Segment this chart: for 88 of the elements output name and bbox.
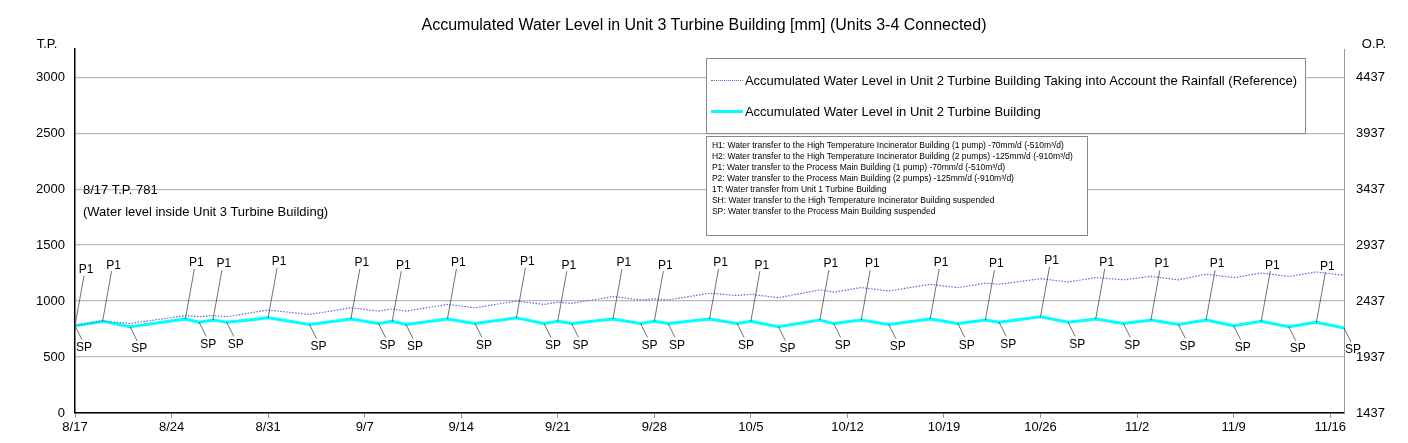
- annotation: 1T: Water transfer from Unit 1 Turbine Building: [711, 184, 888, 195]
- annotation: P2: Water transfer to the Process Main Building (2 pumps) -125mm/d (-910m³/d): [711, 173, 1015, 184]
- x-tick-label: 8/17: [62, 419, 88, 435]
- annotation: SP: [958, 337, 975, 352]
- annotation: 8/17 T.P. 781 (Water level inside Unit 3 Turbine Building): [83, 181, 329, 219]
- annotation: SP: Water transfer to the Process Main Building suspended: [711, 206, 937, 217]
- annotation: SP: [1124, 337, 1141, 352]
- y-axis-title: T.P.: [36, 36, 58, 52]
- annotation: SP: [75, 340, 93, 354]
- legend-label: Accumulated Water Level in Unit 2 Turbine Building: [744, 104, 1041, 119]
- annotation: SP: [131, 341, 148, 356]
- y2-tick-label: 3937: [1356, 124, 1385, 140]
- annotation: SP: [738, 337, 755, 352]
- y2-tick-label: 2437: [1356, 292, 1385, 308]
- annotation: SP: [1000, 336, 1017, 351]
- annotation: P1: [354, 255, 370, 270]
- y2-tick-label: 4437: [1356, 68, 1385, 84]
- line-series: [75, 271, 1344, 327]
- annotation: P1: [1044, 253, 1060, 268]
- annotation: SP: [1179, 338, 1196, 353]
- x-tick-label: 10/19: [927, 419, 961, 435]
- x-tick-label: 9/14: [448, 419, 474, 435]
- annotation: P1: [1099, 255, 1115, 270]
- y2-tick-label: 3437: [1356, 180, 1385, 196]
- y2-tick-label: 2937: [1356, 236, 1385, 252]
- x-tick-label: 11/9: [1221, 419, 1246, 435]
- x-tick-label: 9/7: [355, 419, 374, 435]
- annotation: SP: [200, 336, 217, 351]
- annotation: P1: [216, 256, 232, 271]
- annotation: H1: Water transfer to the High Temperature Incinerator Building (1 pump) -70mm/d (-510m³/d): [711, 140, 1065, 151]
- x-tick-label: 10/12: [831, 419, 864, 435]
- annotation: SP: [669, 337, 686, 352]
- annotation: P1: [106, 257, 122, 272]
- y-tick-label: 2500: [36, 124, 65, 140]
- annotation: P1: [1154, 256, 1170, 271]
- annotation: SP: [889, 338, 906, 353]
- y2-axis-title: O.P.: [1361, 36, 1387, 52]
- x-tick-label: 11/16: [1314, 419, 1346, 435]
- x-tick-label: 11/2: [1124, 419, 1150, 435]
- annotation: SP: [1234, 340, 1251, 354]
- x-tick-label: 10/26: [1024, 419, 1057, 435]
- annotation: SP: [476, 337, 493, 352]
- x-tick-label: 9/28: [641, 419, 667, 435]
- annotation: P1: [933, 255, 949, 270]
- annotation: P1: [713, 255, 729, 270]
- annotation: P1: [1264, 257, 1280, 272]
- y-tick-label: 1000: [36, 292, 65, 308]
- annotation: SP: [572, 337, 589, 352]
- annotation: SP: [407, 338, 424, 353]
- annotation: P1: [823, 256, 839, 271]
- x-tick-label: 10/5: [738, 419, 764, 435]
- annotation: P1: [616, 255, 632, 270]
- legend-label: Accumulated Water Level in Unit 2 Turbine Building Taking into Account the Rainfall (Reference): [744, 73, 1297, 88]
- annotation: P1: [657, 257, 673, 272]
- x-tick-label: 8/31: [255, 419, 281, 435]
- annotation: H2: Water transfer to the High Temperature Incinerator Building (2 pumps) -125mm/d (-910m³/d): [711, 151, 1073, 162]
- annotation: P1: [189, 255, 205, 270]
- y-tick-label: 500: [43, 348, 65, 364]
- y-tick-label: 2000: [36, 180, 65, 196]
- annotation: P1: [451, 255, 467, 270]
- annotation: P1: Water transfer to the Process Main Building (1 pump) -70mm/d (-510m³/d): [711, 162, 1006, 173]
- y-tick-label: 1500: [36, 236, 65, 252]
- annotation: SP: [544, 337, 561, 352]
- annotation: P1: [864, 256, 880, 271]
- y-tick-label: 0: [57, 404, 65, 420]
- annotation: P1: [1320, 258, 1336, 273]
- chart-title: Accumulated Water Level in Unit 3 Turbine Building [mm] (Units 3-4 Connected): [421, 16, 987, 34]
- annotation: P1: [271, 254, 287, 269]
- annotation: P1: [395, 257, 411, 272]
- x-tick-label: 9/21: [545, 419, 571, 435]
- annotation: SP: [779, 341, 796, 356]
- annotation: P1: [520, 254, 536, 269]
- annotation: P1: [78, 262, 94, 276]
- annotation: SP: [227, 336, 244, 351]
- annotation: SP: [1069, 336, 1086, 351]
- y2-tick-label: 1437: [1356, 404, 1385, 420]
- annotation: SP: [641, 337, 658, 352]
- annotation: SP: [379, 337, 396, 352]
- annotation: SP: [834, 337, 851, 352]
- annotation: SP: [310, 338, 327, 353]
- annotation: SH: Water transfer to the High Temperature Incinerator Building suspended: [711, 195, 996, 206]
- annotation: P1: [561, 257, 577, 272]
- y-tick-label: 3000: [36, 68, 65, 84]
- annotation: P1: [1209, 256, 1225, 271]
- annotation: SP: [1289, 341, 1306, 356]
- annotation: P1: [754, 257, 770, 272]
- x-tick-label: 8/24: [158, 419, 185, 435]
- annotation: P1: [989, 256, 1005, 271]
